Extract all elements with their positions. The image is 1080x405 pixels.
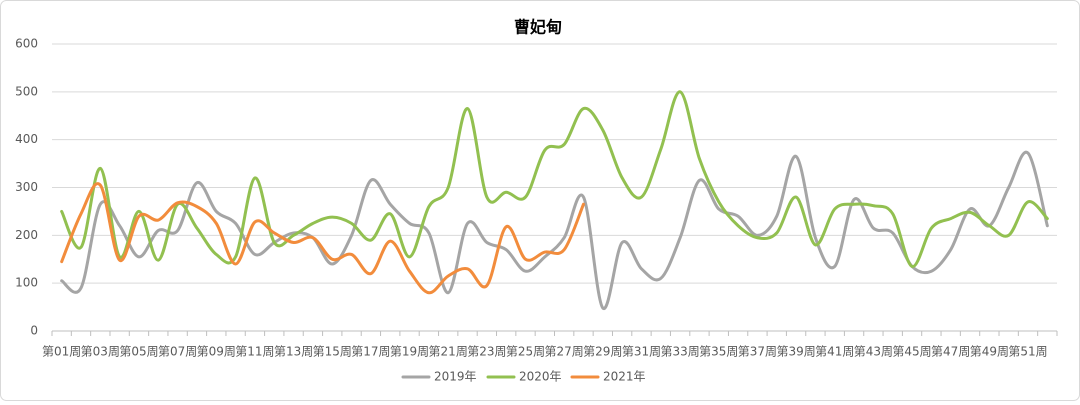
x-tick-label: 第33周 (660, 345, 699, 359)
x-tick-label: 第31周 (622, 345, 661, 359)
x-tick-label: 第07周 (158, 345, 197, 359)
series-line (60, 150, 1049, 310)
x-tick-label: 第39周 (776, 345, 815, 359)
x-tick-label: 第27周 (545, 345, 584, 359)
x-tick-label: 第51周 (1008, 345, 1047, 359)
x-tick-label: 第17周 (351, 345, 390, 359)
legend-label: 2019年 (434, 370, 477, 384)
y-tick-label: 100 (15, 276, 38, 290)
x-tick-label: 第11周 (235, 345, 274, 359)
chart-title: 曹妃甸 (514, 18, 562, 37)
x-tick-label: 第19周 (390, 345, 429, 359)
y-tick-label: 400 (15, 132, 38, 146)
x-tick-label: 第23周 (467, 345, 506, 359)
x-tick-label: 第13周 (274, 345, 313, 359)
x-tick-label: 第15周 (313, 345, 352, 359)
x-tick-label: 第05周 (119, 345, 158, 359)
x-tick-label: 第01周 (42, 345, 81, 359)
x-tick-label: 第47周 (931, 345, 970, 359)
x-tick-label: 第25周 (506, 345, 545, 359)
x-tick-label: 第21周 (429, 345, 468, 359)
x-tick-label: 第37周 (738, 345, 777, 359)
x-tick-label: 第09周 (197, 345, 236, 359)
x-tick-label: 第03周 (81, 345, 120, 359)
y-tick-label: 500 (15, 84, 38, 98)
y-tick-label: 600 (15, 37, 38, 51)
x-tick-label: 第35周 (699, 345, 738, 359)
legend-label: 2020年 (519, 370, 562, 384)
x-tick-label: 第29周 (583, 345, 622, 359)
x-tick-label: 第45周 (892, 345, 931, 359)
x-tick-label: 第49周 (970, 345, 1009, 359)
legend-label: 2021年 (603, 370, 646, 384)
y-tick-label: 200 (15, 228, 38, 242)
x-tick-label: 第41周 (815, 345, 854, 359)
series-line (60, 182, 585, 295)
x-tick-label: 第43周 (854, 345, 893, 359)
y-tick-label: 300 (15, 180, 38, 194)
series-line (60, 90, 1049, 268)
y-tick-label: 0 (30, 324, 38, 338)
